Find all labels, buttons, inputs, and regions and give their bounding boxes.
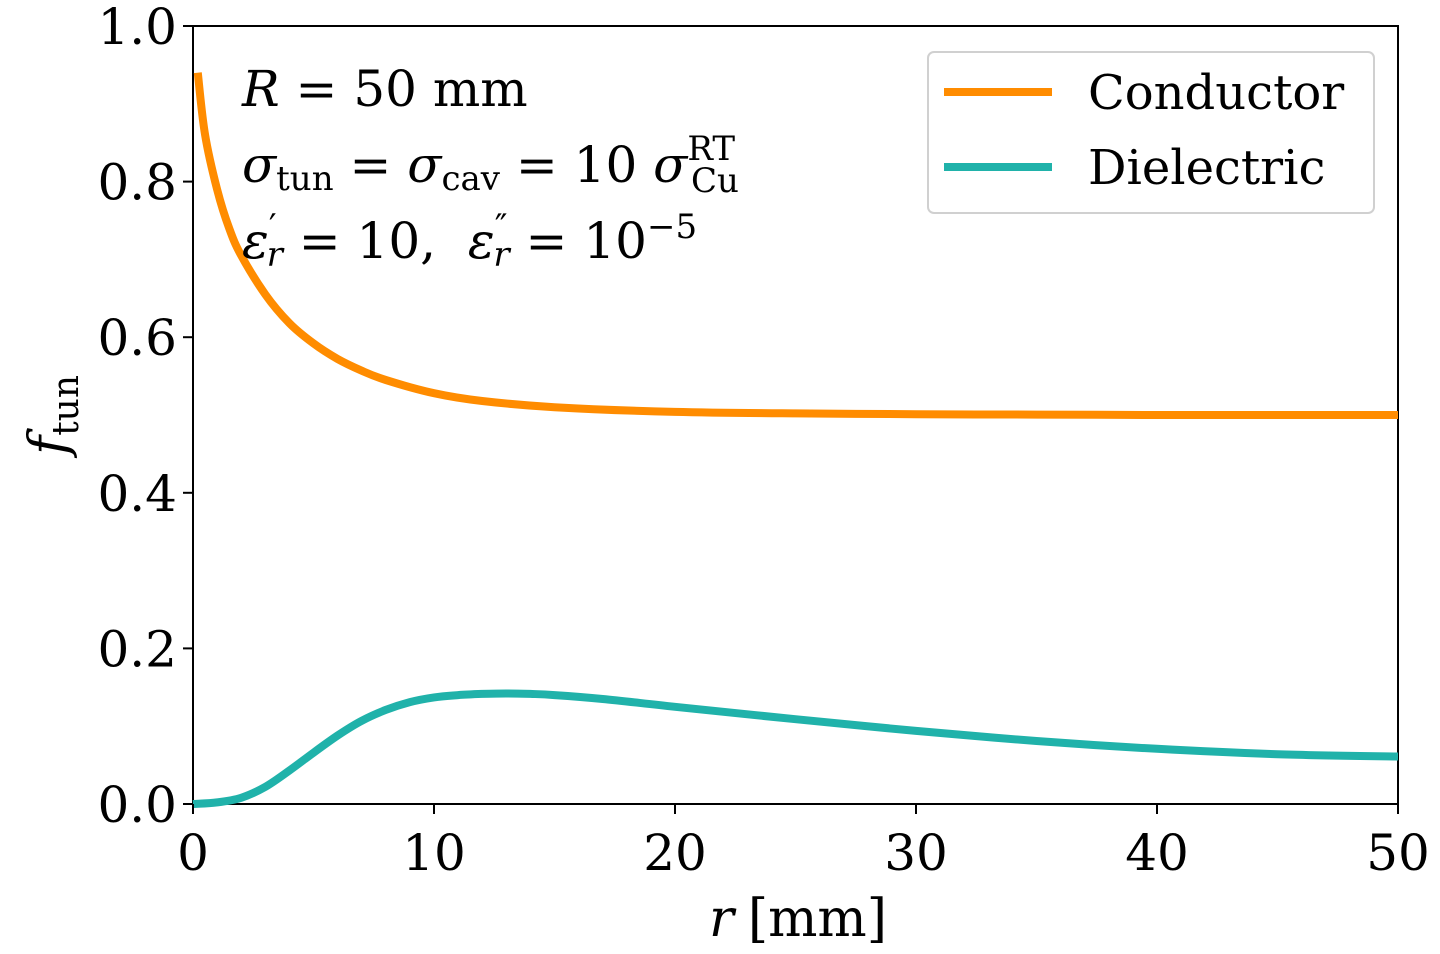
series-line-dielectric [192,689,1399,808]
x-tick-label: 0 [177,824,209,882]
annotation-permittivity: ε′ r = 10, ε″ r = 10−5 [242,207,697,275]
annotation-conductivity: σtun = σcav = 10 σRT Cu [242,129,739,201]
x-tick-label: 30 [884,824,948,882]
svg-text:ftun: ftun [19,375,87,459]
y-tick-label: 0.6 [97,309,177,367]
x-tick-label: 50 [1366,824,1430,882]
annotation-block: R = 50 mm σtun = σcav = 10 σRT Cu ε′ r = 1… [241,60,739,275]
x-tick-label: 20 [643,824,707,882]
y-tick-label: 0.8 [97,154,177,212]
annotation-radius: R = 50 mm [241,60,528,118]
x-axis-title: r [mm] [709,889,887,949]
x-axis-unit: [mm] [748,889,887,949]
y-axis-ticks: 0.0 0.2 0.4 0.6 0.8 1.0 [97,0,193,834]
x-axis-ticks: 0 10 20 30 40 50 [177,804,1430,882]
y-axis-sub: tun [46,375,87,436]
y-tick-label: 0.2 [97,620,177,678]
series-line-conductor [193,72,1398,420]
y-tick-label: 0.4 [97,465,177,523]
legend: Conductor Dielectric [927,51,1375,214]
y-tick-label: 1.0 [97,0,177,56]
x-tick-label: 10 [402,824,466,882]
x-tick-label: 40 [1125,824,1189,882]
y-tick-label: 0.0 [97,776,177,834]
legend-label-conductor: Conductor [1088,65,1344,121]
legend-label-dielectric: Dielectric [1088,140,1325,196]
y-axis-title: ftun [19,375,87,459]
x-axis-var: r [709,889,737,949]
